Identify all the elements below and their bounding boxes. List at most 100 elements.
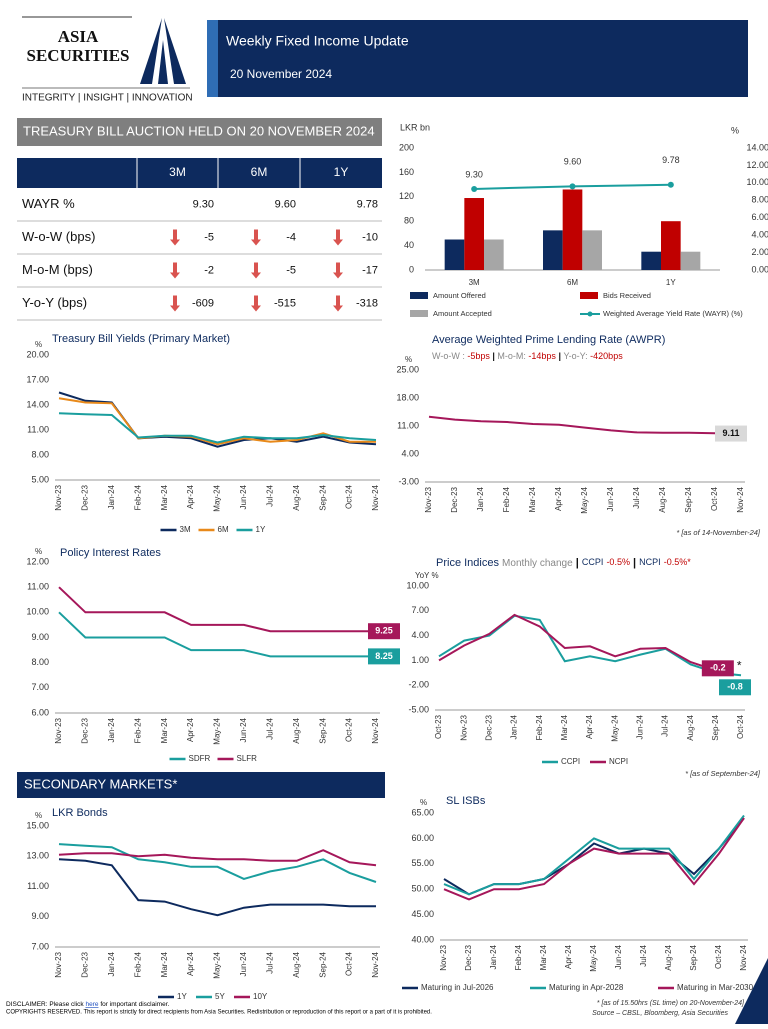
corner-decoration [735, 958, 768, 1024]
x-tick-label: Jan-24 [107, 484, 116, 509]
column-header: 6M [251, 165, 268, 179]
cell: -2 [204, 264, 214, 276]
x-tick-label: Aug-24 [686, 714, 695, 740]
x-tick-label: May-24 [580, 486, 589, 513]
y-tick-label: 55.00 [411, 858, 434, 868]
chart-title: SL ISBs [446, 795, 486, 807]
y-tick-label: 20.00 [26, 349, 49, 359]
stat-label: NCPI [639, 557, 661, 567]
title-banner [207, 20, 748, 97]
stat-label: M-o-M: [497, 351, 526, 361]
x-tick-label: Jul-24 [632, 486, 641, 508]
cell: -5 [286, 264, 296, 276]
legend-label: Weighted Average Yield Rate (WAYR) (%) [603, 309, 743, 318]
stat-value: -0.5%* [664, 557, 692, 567]
row-label: M-o-M (bps) [22, 262, 93, 277]
x-tick-label: Sep-24 [318, 484, 327, 510]
down-arrow [251, 262, 261, 279]
x-tick-label: Apr-24 [186, 951, 195, 976]
data-label: 9.78 [662, 155, 680, 165]
x-tick-label: Dec-23 [81, 717, 90, 743]
legend-label: 5Y [215, 992, 225, 1001]
x-tick-label: Sep-24 [711, 714, 720, 740]
logo-mark [164, 18, 186, 84]
x-tick-label: Oct-23 [434, 714, 443, 739]
bar [484, 239, 504, 270]
y-tick-label: 45.00 [411, 909, 434, 919]
disclaimer-link[interactable]: here [85, 1001, 98, 1008]
x-tick-label: Apr-24 [564, 944, 573, 969]
wayr-point [667, 181, 674, 188]
stat-value: -5bps [467, 351, 490, 361]
y-tick-label: -3.00 [398, 476, 419, 486]
x-tick-label: Apr-24 [585, 714, 594, 739]
cell: -10 [362, 231, 378, 243]
stat-value: -14bps [528, 351, 556, 361]
y-tick-label: 50.00 [411, 884, 434, 894]
bar [444, 239, 465, 270]
series-line [58, 586, 376, 633]
x-tick-label: Nov-24 [371, 951, 380, 977]
x-tick-label: Nov-24 [371, 484, 380, 510]
bar [543, 230, 563, 270]
cell: -4 [286, 231, 296, 243]
y-tick-label: 120 [399, 191, 414, 201]
legend-label: 1Y [177, 992, 187, 1001]
y-tick-label: 18.00 [396, 392, 419, 402]
chart-title: Policy Interest Rates [60, 547, 161, 559]
annotation: * [737, 658, 742, 672]
x-tick-label: Dec-23 [81, 951, 90, 977]
y2-tick-label: 4.00 [751, 230, 768, 240]
series-line [58, 849, 377, 867]
chart-note: * [as of September-24] [685, 769, 761, 778]
value-label: 8.25 [375, 651, 393, 661]
column-header: 1Y [334, 165, 349, 179]
x-tick-label: Feb-24 [133, 484, 142, 510]
series-line [443, 817, 745, 896]
legend-label: NCPI [609, 757, 628, 766]
value-label: -0.2 [710, 663, 726, 673]
cell: -515 [274, 297, 296, 309]
logo-text: SECURITIES [27, 46, 130, 65]
x-tick-label: Sep-24 [318, 717, 327, 743]
legend-label: Maturing in Mar-2030 [677, 983, 754, 992]
y-axis-label: % [35, 547, 42, 556]
stat-label: Y-o-Y: [563, 351, 587, 361]
chart-title: Treasury Bill Yields (Primary Market) [52, 333, 230, 345]
x-tick-label: Feb-24 [514, 944, 523, 970]
y-tick-label: 60.00 [411, 833, 434, 843]
disclaimer: DISCLAIMER: Please click here for import… [6, 1001, 170, 1008]
down-arrow [333, 229, 343, 246]
x-tick-label: Feb-24 [502, 486, 511, 512]
y2-tick-label: 8.00 [751, 195, 768, 205]
legend-label: SDFR [189, 754, 211, 763]
chart-subtitle: Monthly change [502, 558, 573, 569]
data-label: 9.30 [465, 169, 483, 179]
series-line [58, 412, 377, 444]
value-label-box [715, 425, 747, 442]
x-tick-label: Sep-24 [689, 944, 698, 970]
x-tick-label: May-24 [213, 717, 222, 744]
bar [464, 198, 484, 270]
x-tick-label: Jul-24 [265, 484, 274, 506]
stat-value: -420bps [590, 351, 623, 361]
report-title: Weekly Fixed Income Update [226, 33, 409, 49]
x-tick-label: Jul-24 [639, 944, 648, 966]
chart-note: * [as of 14-November-24] [676, 528, 761, 537]
y-tick-label: 25.00 [396, 364, 419, 374]
x-tick-label: Oct-24 [710, 486, 719, 511]
chart-title-text: Treasury Bill Yields (Primary Market) [52, 333, 230, 345]
down-arrow [170, 229, 180, 246]
chart-title: Average Weighted Prime Lending Rate (AWP… [432, 334, 665, 346]
x-tick-label: Mar-24 [539, 944, 548, 970]
row-label: Y-o-Y (bps) [22, 295, 87, 310]
y-axis-label: % [405, 355, 412, 364]
separator: | [556, 351, 564, 361]
y-axis-label: % [35, 340, 42, 349]
y-tick-label: -2.00 [408, 680, 429, 690]
y-tick-label: 1.00 [411, 655, 429, 665]
y-tick-label: 12.00 [26, 556, 49, 566]
value-label: -0.8 [727, 682, 743, 692]
cell: 9.30 [193, 198, 214, 210]
